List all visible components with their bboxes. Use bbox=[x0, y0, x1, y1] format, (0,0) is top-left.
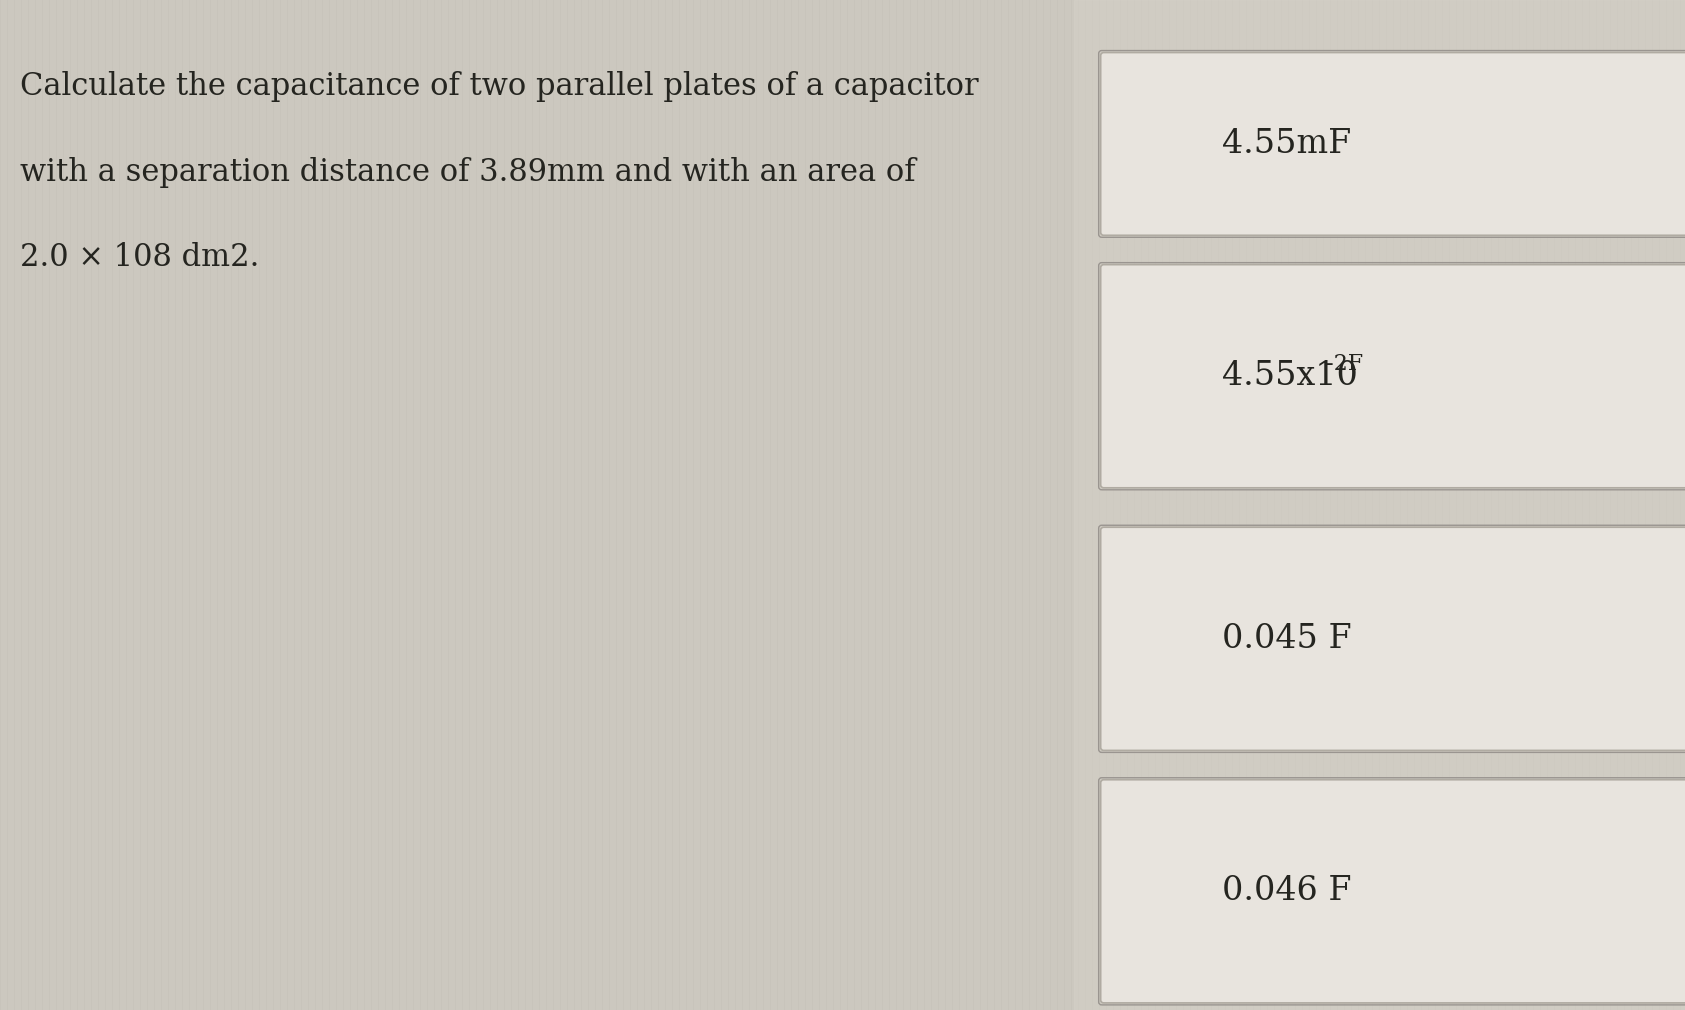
FancyBboxPatch shape bbox=[1100, 527, 1685, 750]
Text: 0.045 F: 0.045 F bbox=[1222, 623, 1351, 654]
Text: Calculate the capacitance of two parallel plates of a capacitor: Calculate the capacitance of two paralle… bbox=[20, 71, 979, 102]
Bar bbox=[1073, 0, 1685, 1010]
FancyBboxPatch shape bbox=[1100, 780, 1685, 1003]
Text: -2F: -2F bbox=[1326, 354, 1363, 376]
Text: 4.55mF: 4.55mF bbox=[1222, 128, 1351, 160]
Text: with a separation distance of 3.89mm and with an area of: with a separation distance of 3.89mm and… bbox=[20, 157, 915, 188]
Text: 0.046 F: 0.046 F bbox=[1222, 876, 1351, 907]
FancyBboxPatch shape bbox=[1100, 53, 1685, 235]
Text: 4.55x10: 4.55x10 bbox=[1222, 361, 1358, 392]
Text: 2.0 × 108 dm2.: 2.0 × 108 dm2. bbox=[20, 242, 259, 274]
FancyBboxPatch shape bbox=[1100, 265, 1685, 488]
